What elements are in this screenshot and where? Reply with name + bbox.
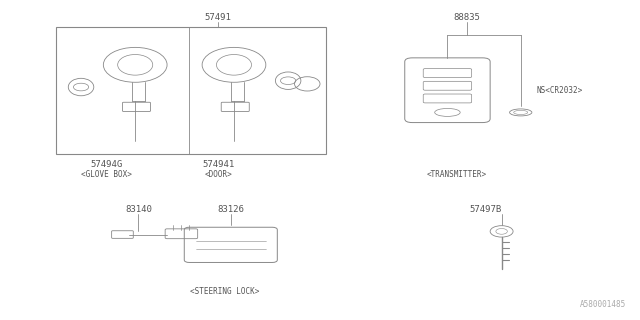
Text: 57497B: 57497B (470, 205, 502, 214)
Text: 88835: 88835 (453, 13, 480, 22)
Text: 57494G: 57494G (90, 160, 123, 169)
Text: <STEERING LOCK>: <STEERING LOCK> (189, 287, 259, 296)
Text: 83126: 83126 (218, 205, 244, 214)
Text: 57491: 57491 (205, 13, 232, 22)
Text: 574941: 574941 (202, 160, 234, 169)
Text: 83140: 83140 (125, 205, 152, 214)
Text: A580001485: A580001485 (580, 300, 626, 309)
Text: <TRANSMITTER>: <TRANSMITTER> (427, 170, 487, 179)
Text: <DOOR>: <DOOR> (204, 170, 232, 179)
Text: NS<CR2032>: NS<CR2032> (537, 86, 583, 95)
Bar (56, 27, 326, 154)
Text: <GLOVE BOX>: <GLOVE BOX> (81, 170, 132, 179)
